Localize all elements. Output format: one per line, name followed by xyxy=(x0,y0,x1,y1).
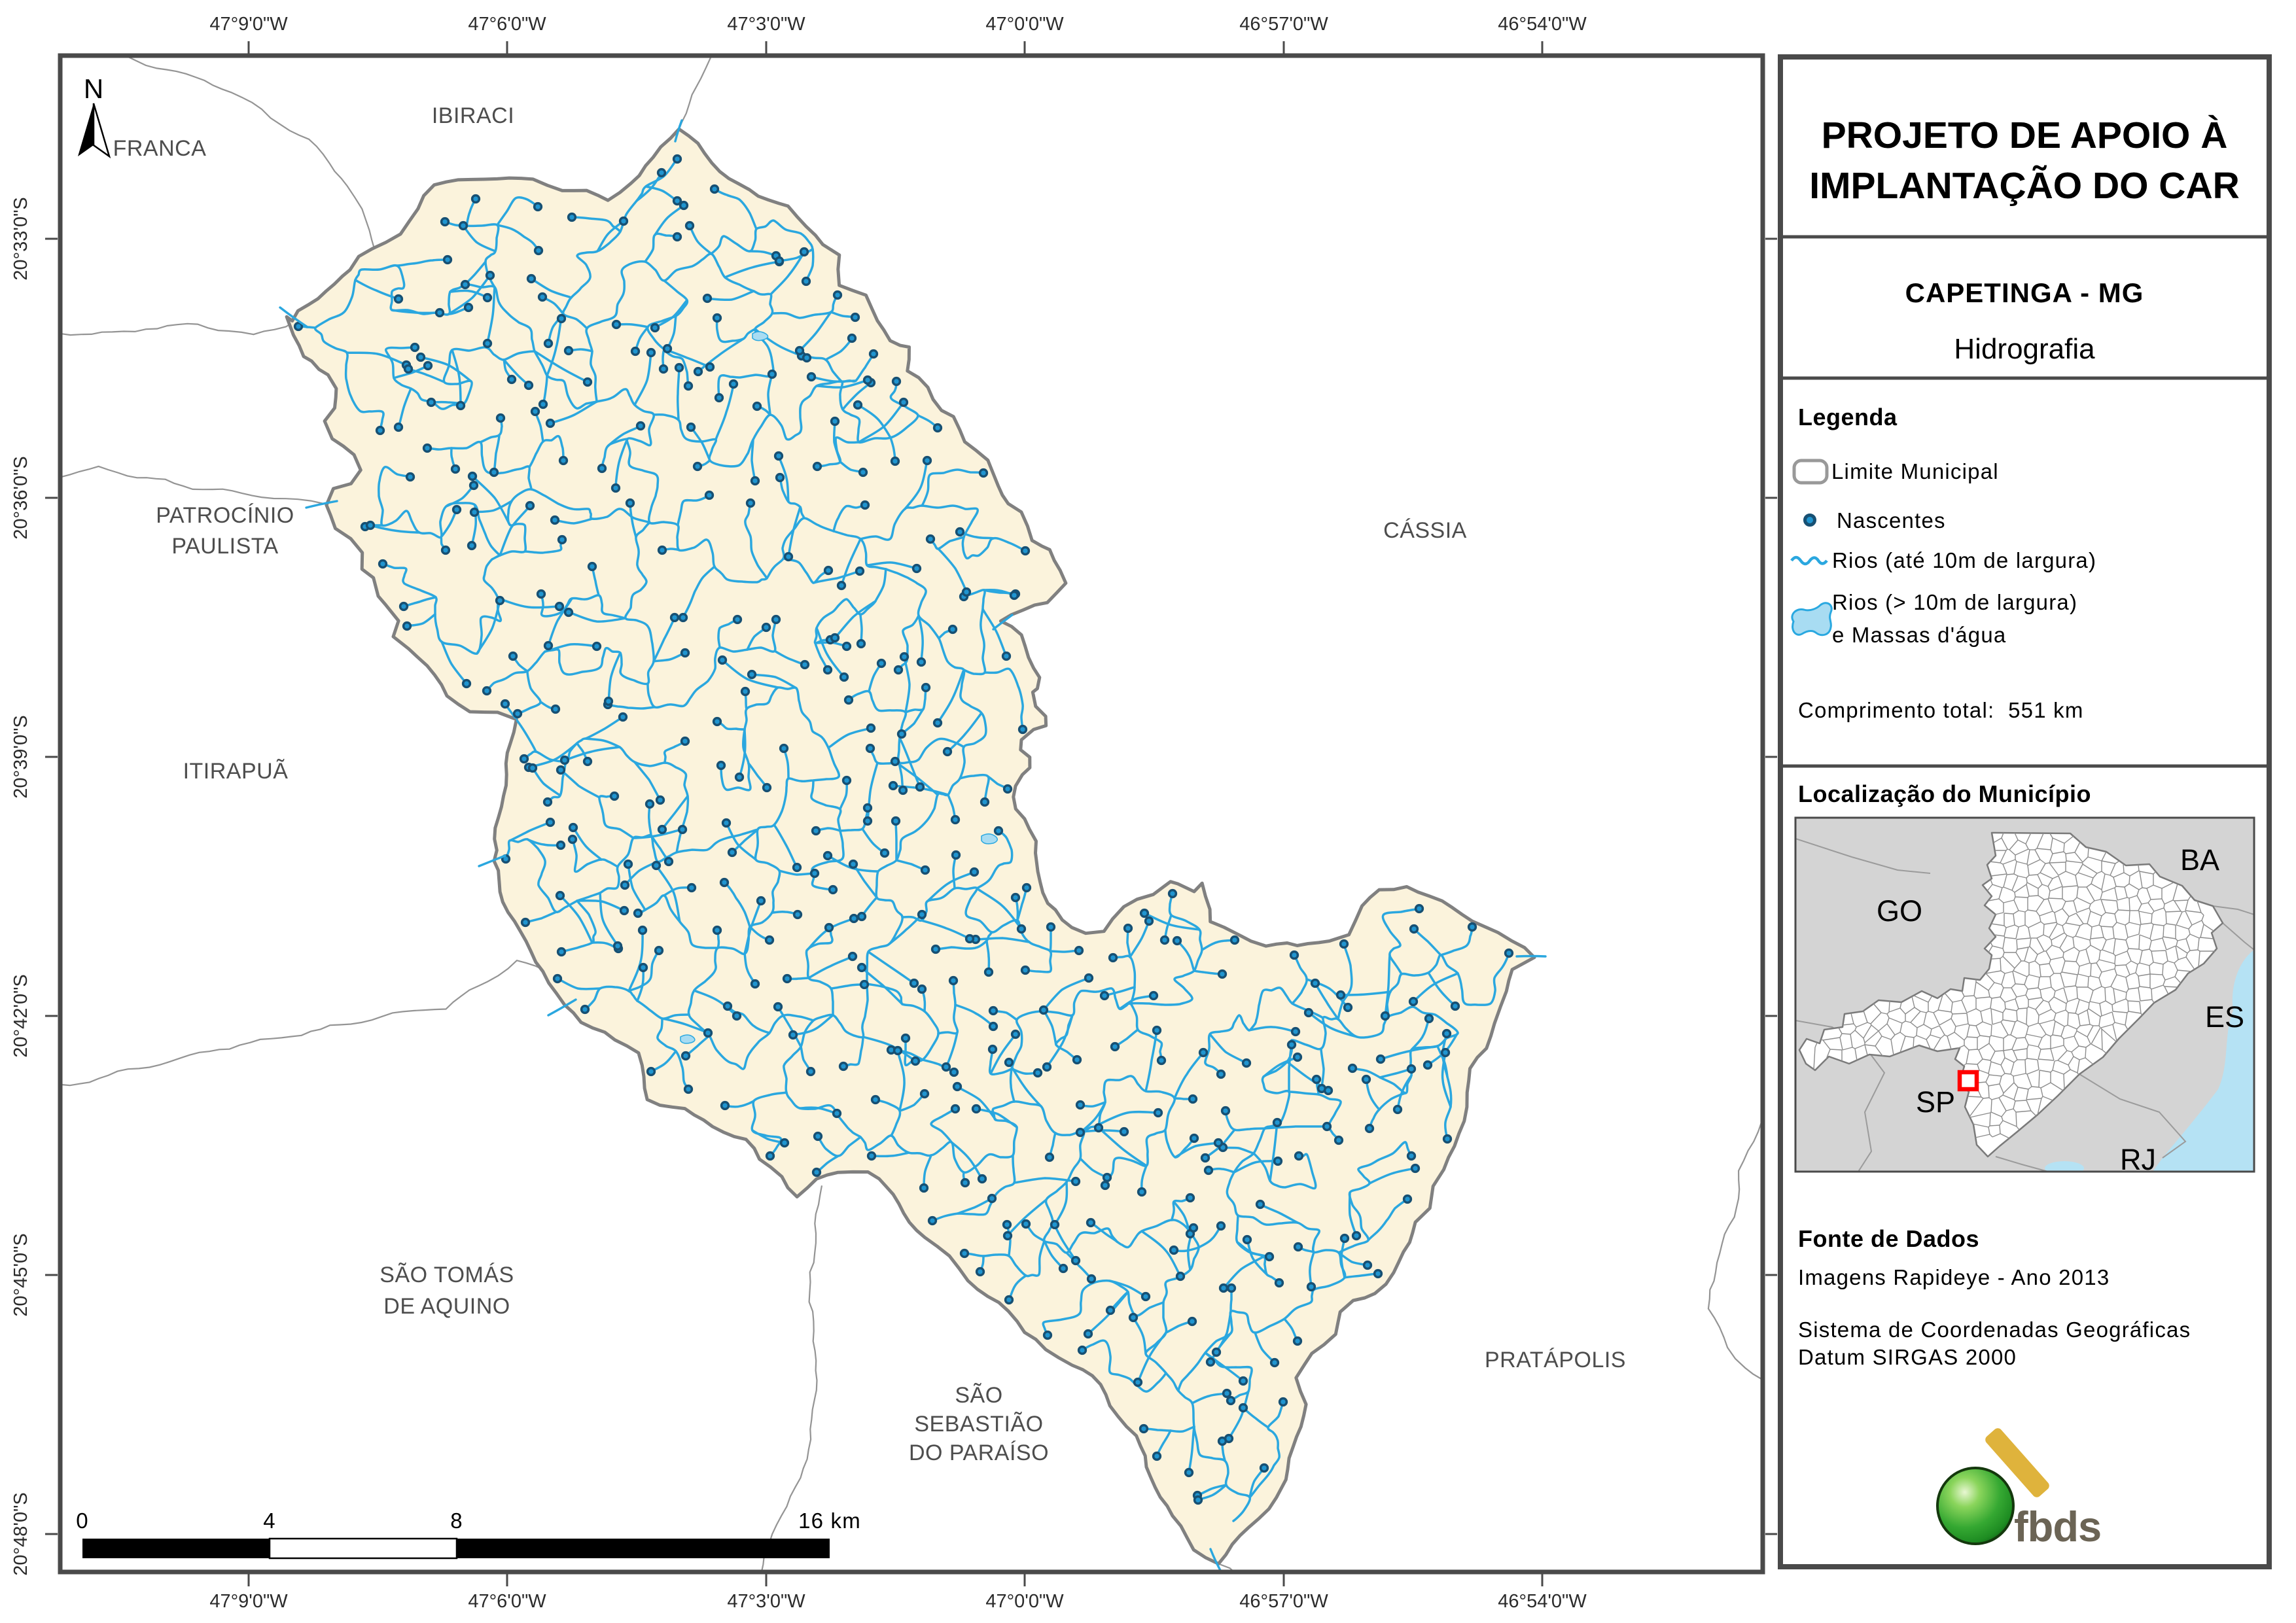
svg-text:SP: SP xyxy=(1916,1085,1955,1119)
svg-text:CÁSSIA: CÁSSIA xyxy=(1383,518,1467,543)
svg-text:Hidrografia: Hidrografia xyxy=(1954,333,2095,365)
svg-text:47°3'0"W: 47°3'0"W xyxy=(727,1591,805,1612)
svg-text:fbds: fbds xyxy=(2014,1503,2101,1550)
svg-text:N: N xyxy=(84,73,103,104)
svg-text:20°45'0"S: 20°45'0"S xyxy=(10,1233,31,1316)
svg-text:20°36'0"S: 20°36'0"S xyxy=(10,456,31,539)
svg-text:47°6'0"W: 47°6'0"W xyxy=(468,1591,546,1612)
svg-text:Legenda: Legenda xyxy=(1798,404,1898,430)
svg-text:IBIRACI: IBIRACI xyxy=(432,103,514,128)
svg-text:ES: ES xyxy=(2205,1000,2244,1034)
svg-text:SEBASTIÃO: SEBASTIÃO xyxy=(914,1412,1043,1437)
svg-text:0: 0 xyxy=(76,1509,89,1533)
svg-text:47°0'0"W: 47°0'0"W xyxy=(985,14,1064,35)
svg-text:Limite Municipal: Limite Municipal xyxy=(1831,459,1999,483)
svg-text:47°9'0"W: 47°9'0"W xyxy=(209,14,288,35)
svg-text:Sistema de Coordenadas Geográf: Sistema de Coordenadas Geográficas xyxy=(1798,1318,2191,1342)
svg-text:47°0'0"W: 47°0'0"W xyxy=(985,1591,1064,1612)
svg-text:46°54'0"W: 46°54'0"W xyxy=(1498,14,1587,35)
svg-text:SÃO: SÃO xyxy=(955,1383,1002,1408)
svg-text:Imagens Rapideye - Ano 2013: Imagens Rapideye - Ano 2013 xyxy=(1798,1265,2110,1289)
svg-text:DE AQUINO: DE AQUINO xyxy=(383,1294,510,1319)
svg-text:20°39'0"S: 20°39'0"S xyxy=(10,715,31,798)
svg-text:Rios (até 10m de largura): Rios (até 10m de largura) xyxy=(1832,548,2096,572)
svg-text:46°54'0"W: 46°54'0"W xyxy=(1498,1591,1587,1612)
svg-text:PRATÁPOLIS: PRATÁPOLIS xyxy=(1485,1348,1626,1372)
svg-text:DO PARAÍSO: DO PARAÍSO xyxy=(909,1440,1049,1465)
svg-text:46°57'0"W: 46°57'0"W xyxy=(1239,1591,1328,1612)
svg-text:RJ: RJ xyxy=(2120,1143,2156,1176)
svg-text:Nascentes: Nascentes xyxy=(1837,508,1946,532)
svg-text:Localização do Município: Localização do Município xyxy=(1798,780,2091,807)
svg-text:FRANCA: FRANCA xyxy=(113,136,207,161)
svg-text:20°33'0"S: 20°33'0"S xyxy=(10,197,31,280)
svg-text:PROJETO DE APOIO À: PROJETO DE APOIO À xyxy=(1822,114,2228,156)
svg-text:PATROCÍNIO: PATROCÍNIO xyxy=(156,503,294,528)
svg-text:47°3'0"W: 47°3'0"W xyxy=(727,14,805,35)
svg-text:4: 4 xyxy=(263,1509,276,1533)
svg-text:ITIRAPUÃ: ITIRAPUÃ xyxy=(183,759,289,784)
svg-text:20°48'0"S: 20°48'0"S xyxy=(10,1492,31,1575)
svg-text:8: 8 xyxy=(450,1509,463,1533)
svg-text:46°57'0"W: 46°57'0"W xyxy=(1239,14,1328,35)
svg-text:e Massas d'água: e Massas d'água xyxy=(1832,623,2006,647)
svg-text:47°9'0"W: 47°9'0"W xyxy=(209,1591,288,1612)
svg-text:Fonte de Dados: Fonte de Dados xyxy=(1798,1225,1979,1252)
svg-text:CAPETINGA - MG: CAPETINGA - MG xyxy=(1905,277,2144,308)
svg-text:Comprimento total: 551 km: Comprimento total: 551 km xyxy=(1798,698,2084,722)
svg-text:SÃO TOMÁS: SÃO TOMÁS xyxy=(380,1263,514,1287)
svg-text:Rios (> 10m de largura): Rios (> 10m de largura) xyxy=(1832,590,2077,614)
svg-text:20°42'0"S: 20°42'0"S xyxy=(10,974,31,1057)
svg-text:16 km: 16 km xyxy=(798,1509,861,1533)
svg-text:BA: BA xyxy=(2180,843,2219,877)
svg-text:Datum SIRGAS 2000: Datum SIRGAS 2000 xyxy=(1798,1345,2017,1369)
svg-text:GO: GO xyxy=(1877,894,1922,928)
svg-text:IMPLANTAÇÃO DO CAR: IMPLANTAÇÃO DO CAR xyxy=(1809,165,2240,207)
svg-text:PAULISTA: PAULISTA xyxy=(171,534,278,559)
svg-text:47°6'0"W: 47°6'0"W xyxy=(468,14,546,35)
